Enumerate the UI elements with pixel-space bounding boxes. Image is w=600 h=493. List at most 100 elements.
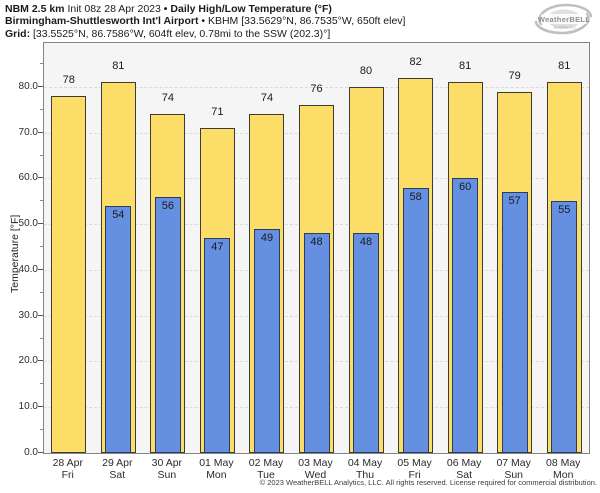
y-tick-major xyxy=(38,177,43,179)
y-tick-major xyxy=(38,131,43,133)
high-value-label: 76 xyxy=(310,83,323,96)
title-line-3: Grid: [33.5525°N, 86.7586°W, 604ft elev,… xyxy=(5,28,405,40)
y-tick-minor xyxy=(40,337,43,339)
y-tick-label: 50.0 xyxy=(18,218,38,230)
low-value-label: 56 xyxy=(161,199,174,212)
low-bar xyxy=(303,233,330,453)
low-bar xyxy=(402,187,429,453)
x-axis-date: 05 May xyxy=(397,457,432,469)
y-tick-major xyxy=(38,406,43,408)
low-value-label: 60 xyxy=(459,181,472,194)
y-tick-major xyxy=(38,85,43,87)
x-axis-day: Mon xyxy=(206,469,227,481)
low-bar xyxy=(154,196,181,453)
low-value-label: 54 xyxy=(112,208,125,221)
y-tick-minor xyxy=(40,246,43,248)
station-separator: • xyxy=(201,15,206,28)
y-tick-minor xyxy=(40,429,43,431)
x-axis-label: 01 May Mon xyxy=(191,457,241,481)
x-axis-label: 06 May Sat xyxy=(439,457,489,481)
y-tick-label: 60.0 xyxy=(18,172,38,184)
x-axis-day: Tue xyxy=(257,469,275,481)
y-tick-major xyxy=(38,268,43,270)
grid-info: [33.5525°N, 86.7586°W, 604ft elev, 0.78m… xyxy=(33,27,331,40)
high-value-label: 74 xyxy=(260,92,274,105)
low-bar xyxy=(501,192,528,453)
high-value-label: 74 xyxy=(161,92,174,105)
y-tick-minor xyxy=(40,200,43,202)
x-axis-date: 30 Apr xyxy=(151,457,183,469)
low-bar xyxy=(452,178,479,453)
grid-label: Grid: xyxy=(5,27,31,40)
logo-brand-text: WeatherBELL xyxy=(538,15,590,24)
logo-brand-subtext: Analytics LLC xyxy=(554,26,576,30)
init-time: Init 08z 28 Apr 2023 xyxy=(67,3,161,15)
model-name: NBM 2.5 km xyxy=(5,3,65,15)
x-axis-label: 02 May Tue xyxy=(241,457,291,481)
high-value-label: 71 xyxy=(211,106,224,119)
title-separator: • xyxy=(163,3,168,15)
y-tick-minor xyxy=(40,63,43,65)
x-axis-label: 29 Apr Sat xyxy=(92,457,142,481)
y-tick-minor xyxy=(40,291,43,293)
x-axis-day: Sat xyxy=(456,469,472,481)
plot-area: 78 81 54 74 56 71 47 74 49 76 48 80 48 82 58 81 60 79 57 81… xyxy=(43,42,590,454)
station-name: Birmingham-Shuttlesworth Int'l Airport xyxy=(5,15,199,28)
y-tick-minor xyxy=(40,154,43,156)
x-axis-date: 06 May xyxy=(446,457,482,469)
x-axis-day: Sun xyxy=(157,469,177,481)
station-info: KBHM [33.5629°N, 86.7535°W, 650ft elev] xyxy=(207,15,406,28)
y-tick-label: 40.0 xyxy=(18,263,38,275)
x-axis-day: Wed xyxy=(304,469,327,481)
y-tick-label: 30.0 xyxy=(18,309,38,321)
y-tick-major xyxy=(38,223,43,225)
y-tick-label: 0.0 xyxy=(24,447,38,458)
copyright-text: © 2023 WeatherBELL Analytics, LLC. All r… xyxy=(259,478,597,487)
y-tick-label: 10.0 xyxy=(18,401,38,413)
low-value-label: 55 xyxy=(558,204,571,217)
x-axis-day: Mon xyxy=(553,469,574,481)
high-value-label: 81 xyxy=(558,60,571,73)
x-axis-day: Fri xyxy=(61,469,74,481)
x-axis-day: Fri xyxy=(408,469,421,481)
x-axis-day: Sun xyxy=(504,469,524,481)
low-bar xyxy=(204,237,231,453)
chart-header: NBM 2.5 km Init 08z 28 Apr 2023 • Daily … xyxy=(5,3,405,40)
low-value-label: 48 xyxy=(310,236,323,249)
y-tick-label: 70.0 xyxy=(18,126,38,138)
low-bar xyxy=(253,228,280,453)
high-value-label: 82 xyxy=(409,55,422,68)
x-axis-date: 03 May xyxy=(298,457,333,469)
x-axis-day: Sat xyxy=(109,469,126,481)
y-tick-major xyxy=(38,314,43,316)
title-line-1: NBM 2.5 km Init 08z 28 Apr 2023 • Daily … xyxy=(5,3,405,15)
weatherbell-logo: WeatherBELL Analytics LLC xyxy=(532,1,596,37)
low-value-label: 57 xyxy=(508,195,521,208)
x-axis-date: 28 Apr xyxy=(52,457,83,469)
y-tick-major xyxy=(38,360,43,362)
x-axis-label: 08 May Mon xyxy=(538,457,588,481)
y-tick-label: 20.0 xyxy=(18,355,38,367)
high-value-label: 81 xyxy=(459,60,472,73)
x-axis-day: Thu xyxy=(355,469,375,481)
x-axis-label: 07 May Sun xyxy=(489,457,539,481)
weatherbell-swirl-icon: WeatherBELL Analytics LLC xyxy=(534,3,593,35)
gridline-80 xyxy=(44,86,589,88)
low-value-label: 49 xyxy=(260,231,274,244)
low-bar xyxy=(353,233,380,453)
low-value-label: 58 xyxy=(409,190,422,203)
product-name: Daily High/Low Temperature (°F) xyxy=(170,3,332,15)
title-line-2: Birmingham-Shuttlesworth Int'l Airport •… xyxy=(5,15,405,27)
x-axis-label: 05 May Fri xyxy=(390,457,440,481)
y-tick-major xyxy=(38,452,43,453)
high-value-label: 79 xyxy=(508,69,521,82)
y-tick-minor xyxy=(40,108,43,110)
low-value-label: 48 xyxy=(359,236,373,249)
x-axis-label: 03 May Wed xyxy=(291,457,341,481)
y-tick-label: 80.0 xyxy=(18,80,38,92)
low-value-label: 47 xyxy=(211,240,224,253)
x-axis-label: 04 May Thu xyxy=(340,457,390,481)
high-value-label: 81 xyxy=(112,60,125,73)
low-bar xyxy=(551,201,578,453)
